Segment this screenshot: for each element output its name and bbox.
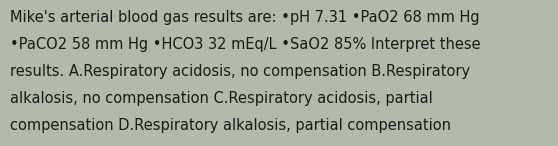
- Text: Mike's arterial blood gas results are: •pH 7.31 •PaO2 68 mm Hg: Mike's arterial blood gas results are: •…: [10, 10, 480, 25]
- Text: •PaCO2 58 mm Hg •HCO3 32 mEq/L •SaO2 85% Interpret these: •PaCO2 58 mm Hg •HCO3 32 mEq/L •SaO2 85%…: [10, 37, 480, 52]
- Text: results. A.Respiratory acidosis, no compensation B.Respiratory: results. A.Respiratory acidosis, no comp…: [10, 64, 470, 79]
- Text: compensation D.Respiratory alkalosis, partial compensation: compensation D.Respiratory alkalosis, pa…: [10, 118, 451, 133]
- Text: alkalosis, no compensation C.Respiratory acidosis, partial: alkalosis, no compensation C.Respiratory…: [10, 91, 433, 106]
